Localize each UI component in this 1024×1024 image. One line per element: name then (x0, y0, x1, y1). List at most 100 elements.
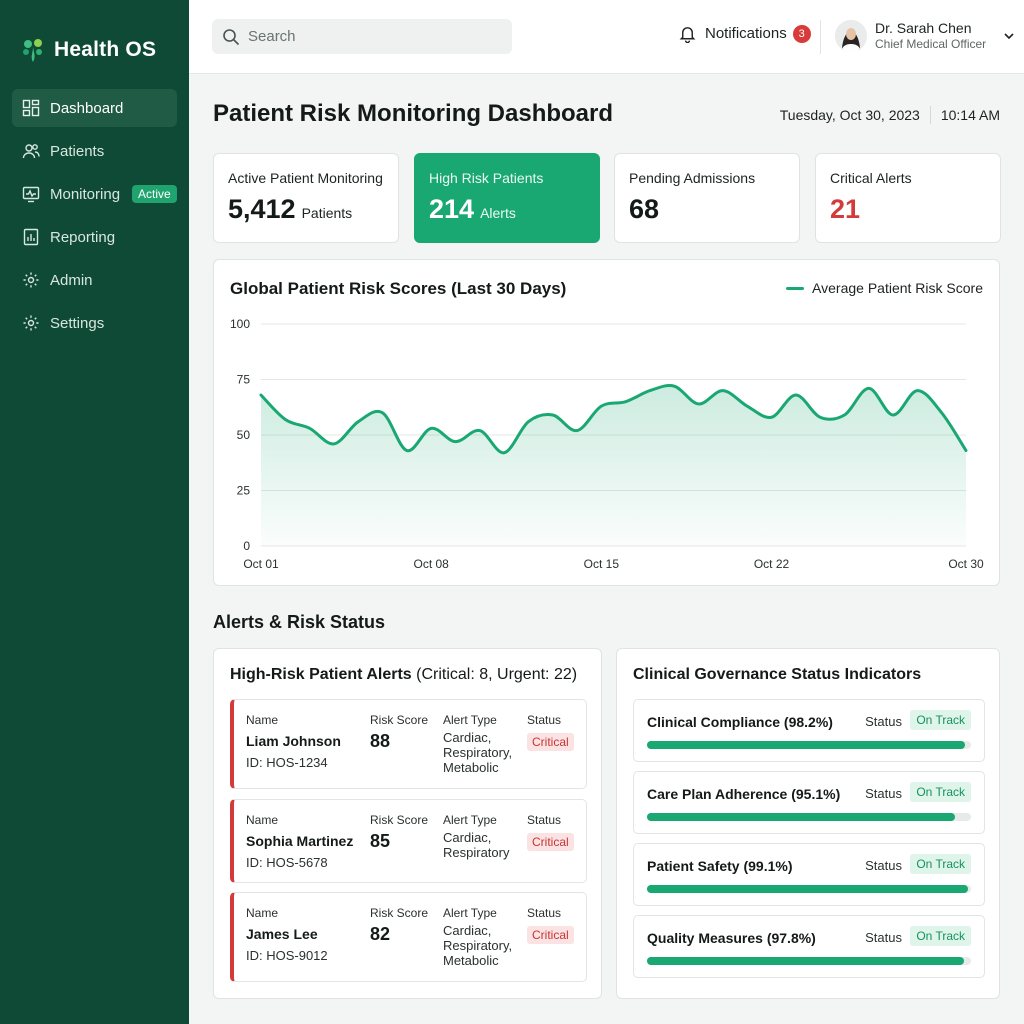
alert-row[interactable]: Name James Lee ID: HOS-9012 Risk Score 82 Ale… (230, 892, 587, 982)
y-tick-label: 0 (243, 539, 250, 553)
governance-row[interactable]: Patient Safety (99.1%) Status On Track (633, 843, 985, 906)
patient-id: ID: HOS-9012 (246, 948, 328, 963)
alert-type-label: Alert Type (443, 813, 497, 827)
stat-label: High Risk Patients (429, 170, 544, 186)
high-risk-alerts-card: High-Risk Patient Alerts (Critical: 8, U… (213, 648, 602, 999)
stat-card-critical-alerts[interactable]: Critical Alerts 21 (815, 153, 1001, 243)
governance-row[interactable]: Quality Measures (97.8%) Status On Track (633, 915, 985, 978)
date-time: Tuesday, Oct 30, 2023 10:14 AM (780, 106, 1000, 124)
y-tick-label: 100 (230, 317, 250, 331)
sidebar-item-monitoring[interactable]: Monitoring Active (12, 175, 177, 213)
stat-label: Pending Admissions (629, 170, 756, 186)
current-date: Tuesday, Oct 30, 2023 (779, 107, 920, 123)
status-label: Status (527, 906, 562, 920)
legend-swatch (786, 286, 805, 290)
users-icon (22, 142, 40, 160)
progress-fill (647, 957, 964, 965)
brand[interactable]: Health OS (0, 0, 189, 75)
governance-label: Quality Measures (97.8%) (647, 930, 816, 946)
alert-type-label: Alert Type (443, 906, 497, 920)
sidebar-item-reporting[interactable]: Reporting (12, 218, 177, 256)
risk-score-chart: 0 25 50 75 100 Oct 01 Oct 08 Oct 15 Oct 22 Oct 30 (230, 317, 984, 571)
alert-type-value: Cardiac, Respiratory (443, 830, 510, 860)
bell-icon (679, 27, 696, 43)
topbar: Notifications 3 Dr. Sarah Chen Chief Med… (189, 0, 1024, 74)
governance-title: Clinical Governance Status Indicators (633, 666, 922, 683)
alerts-title: High-Risk Patient Alerts (230, 666, 412, 683)
governance-row[interactable]: Clinical Compliance (98.2%) Status On Trac… (633, 699, 985, 762)
status-badge: On Track (910, 710, 971, 730)
stat-card-high-risk[interactable]: High Risk Patients 214 Alerts (414, 153, 600, 243)
report-icon (22, 228, 40, 246)
stat-card-pending-admissions[interactable]: Pending Admissions 68 (614, 153, 800, 243)
risk-score-label: Risk Score (370, 713, 429, 727)
chart-title: Global Patient Risk Scores (Last 30 Days… (230, 279, 567, 298)
governance-row[interactable]: Care Plan Adherence (95.1%) Status On Trac… (633, 771, 985, 834)
risk-score-line (259, 384, 968, 455)
user-profile-menu[interactable]: Dr. Sarah Chen Chief Medical Officer (835, 20, 1016, 52)
y-tick-label: 25 (237, 484, 251, 498)
risk-score-area (261, 385, 966, 546)
stat-unit: Patients (301, 205, 353, 221)
status-label: Status (865, 930, 902, 945)
sidebar-item-admin[interactable]: Admin (12, 261, 177, 299)
monitor-icon (22, 185, 40, 203)
date-time-divider (929, 106, 931, 124)
alert-type-value: Cardiac, Respiratory, Metabolic (443, 730, 513, 775)
alerts-header: High-Risk Patient Alerts (Critical: 8, U… (230, 666, 577, 684)
sidebar-item-label: Settings (50, 314, 105, 332)
x-tick-label: Oct 30 (948, 557, 984, 571)
name-label: Name (246, 906, 279, 920)
progress-fill (647, 885, 969, 893)
risk-score-label: Risk Score (370, 906, 429, 920)
page-title: Patient Risk Monitoring Dashboard (213, 100, 614, 127)
user-role: Chief Medical Officer (875, 37, 987, 52)
alert-type-value: Cardiac, Respiratory, Metabolic (443, 923, 513, 968)
status-badge: Critical (527, 926, 574, 944)
status-badge: Critical (527, 733, 574, 751)
alert-row[interactable]: Name Sophia Martinez ID: HOS-5678 Risk Scor… (230, 799, 587, 883)
sidebar-item-patients[interactable]: Patients (12, 132, 177, 170)
risk-score-value: 88 (370, 731, 391, 751)
stat-card-active-monitoring[interactable]: Active Patient Monitoring 5,412 Patients (213, 153, 399, 243)
governance-label: Care Plan Adherence (95.1%) (647, 786, 841, 802)
governance-label: Clinical Compliance (98.2%) (647, 714, 833, 730)
user-name: Dr. Sarah Chen (875, 20, 972, 37)
progress-fill (647, 813, 956, 821)
governance-status-card: Clinical Governance Status Indicators Cl… (616, 648, 1000, 999)
patient-name: Sophia Martinez (246, 833, 354, 849)
search-box[interactable] (212, 19, 512, 54)
stat-value: 68 (629, 194, 660, 224)
alert-row[interactable]: Name Liam Johnson ID: HOS-1234 Risk Score 88… (230, 699, 587, 789)
stat-unit: Alerts (480, 205, 516, 221)
topbar-divider (820, 20, 821, 54)
alerts-summary: (Critical: 8, Urgent: 22) (416, 666, 578, 683)
progress-track (647, 741, 971, 749)
patient-id: ID: HOS-1234 (246, 755, 328, 770)
section-title: Alerts & Risk Status (213, 612, 386, 632)
name-label: Name (246, 713, 279, 727)
notifications-button[interactable]: Notifications 3 (678, 24, 811, 43)
notifications-count-badge: 3 (792, 24, 811, 43)
sidebar-nav: Dashboard Patients Monitoring Active Rep… (0, 89, 189, 342)
stat-label: Critical Alerts (830, 170, 912, 186)
search-input[interactable] (248, 28, 488, 45)
notifications-label: Notifications (705, 25, 787, 42)
name-label: Name (246, 813, 279, 827)
x-tick-label: Oct 15 (584, 557, 620, 571)
sidebar-item-settings[interactable]: Settings (12, 304, 177, 342)
sidebar-item-label: Dashboard (50, 99, 124, 117)
chevron-down-icon[interactable] (1002, 29, 1016, 43)
app-name: Health OS (54, 37, 157, 61)
patient-name: James Lee (246, 926, 318, 942)
active-badge: Active (132, 185, 177, 203)
risk-score-label: Risk Score (370, 813, 429, 827)
risk-score-value: 82 (370, 924, 391, 944)
status-label: Status (865, 858, 902, 873)
patient-name: Liam Johnson (246, 733, 341, 749)
sidebar-item-label: Admin (50, 271, 93, 289)
status-badge: On Track (910, 854, 971, 874)
progress-track (647, 813, 971, 821)
sidebar-item-dashboard[interactable]: Dashboard (12, 89, 177, 127)
progress-track (647, 957, 971, 965)
